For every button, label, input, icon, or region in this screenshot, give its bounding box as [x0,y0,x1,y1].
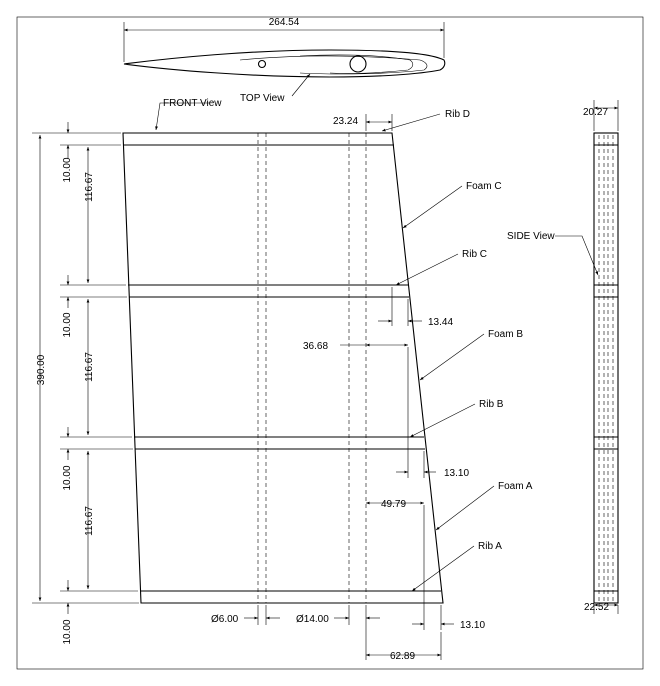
front-view [122,132,444,604]
dim-rib-c-offset: 13.44 [428,317,453,328]
dim-rib-b-offset: 13.10 [444,468,469,479]
dim-total-height: 390.00 [36,354,47,385]
label-rib-a: Rib A [478,541,502,552]
top-view-airfoil [123,49,446,78]
dim-side-bottom: 22.52 [584,602,609,613]
dim-rib-d-offset: 23.24 [333,116,358,127]
dim-top-span: 264.54 [269,17,300,28]
side-view-label: SIDE View [507,231,555,242]
label-rib-d: Rib D [445,109,470,120]
dim-rib-thk-2: 10.00 [62,312,73,337]
side-view [593,132,619,604]
dim-spar-large: Ø14.00 [296,614,329,625]
dim-spar-small: Ø6.00 [211,614,239,625]
dim-foam-len-3: 116.67 [84,506,95,536]
dim-bottom-offset: 62.89 [390,651,415,662]
dim-foam-len-1: 116.67 [84,172,95,202]
dim-rib-thk-3: 10.00 [62,465,73,490]
dim-foam-b-offset: 36.68 [303,341,328,352]
dim-rib-a-offset: 13.10 [460,620,485,631]
dim-side-top: 20.27 [583,107,608,118]
dim-foam-a-offset: 49.79 [381,499,406,510]
spar-hole-small [257,59,267,69]
label-foam-c: Foam C [466,181,502,192]
front-view-label: FRONT View [163,98,222,109]
label-rib-c: Rib C [462,249,487,260]
label-rib-b: Rib B [479,399,504,410]
spar-hole-large [349,55,367,73]
drawing-frame [16,16,644,670]
label-foam-b: Foam B [488,329,523,340]
top-view-label: TOP View [240,93,285,104]
dim-foam-len-2: 116.67 [84,352,95,382]
label-foam-a: Foam A [498,481,533,492]
dim-rib-thk-4: 10.00 [62,619,73,644]
dim-rib-thk-1: 10.00 [62,157,73,182]
